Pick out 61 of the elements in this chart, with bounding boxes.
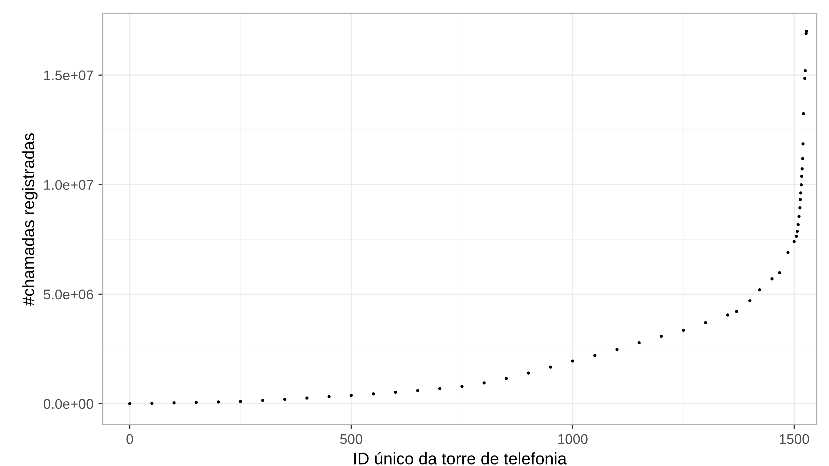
- point: [799, 198, 802, 202]
- point: [394, 391, 398, 394]
- point: [172, 402, 176, 405]
- point: [758, 288, 762, 292]
- point: [802, 112, 806, 116]
- point: [800, 168, 804, 171]
- point: [128, 402, 132, 406]
- point: [804, 69, 808, 73]
- point: [616, 348, 619, 352]
- point: [796, 223, 800, 227]
- point: [150, 402, 154, 406]
- point: [372, 392, 376, 396]
- point: [735, 310, 738, 314]
- y-tick-label: 1.5e+07: [44, 70, 94, 81]
- point: [217, 400, 220, 404]
- point: [504, 377, 508, 380]
- point: [594, 354, 597, 358]
- x-tick-label: 0: [126, 434, 134, 444]
- point: [795, 235, 798, 238]
- point: [800, 184, 804, 187]
- point: [549, 366, 552, 369]
- point: [704, 321, 708, 324]
- point: [802, 142, 805, 146]
- point: [638, 342, 641, 345]
- point: [803, 77, 807, 80]
- point: [805, 30, 808, 34]
- point: [800, 175, 804, 178]
- point: [460, 385, 464, 388]
- point: [660, 334, 664, 338]
- point: [306, 396, 309, 400]
- point: [194, 401, 198, 404]
- point: [798, 206, 802, 210]
- point: [778, 271, 782, 275]
- point: [283, 398, 287, 402]
- point: [527, 372, 530, 375]
- point: [416, 389, 420, 392]
- point: [682, 329, 686, 332]
- point: [726, 314, 730, 317]
- point: [748, 299, 752, 303]
- x-tick-label: 500: [340, 434, 363, 444]
- point: [801, 157, 804, 160]
- x-axis-title: ID único da torre de telefonia: [354, 452, 568, 465]
- point: [571, 360, 574, 363]
- point: [239, 400, 242, 404]
- y-tick-label: 5.0e+06: [44, 290, 94, 300]
- y-tick-label: 0.0e+00: [44, 399, 94, 410]
- point: [328, 395, 331, 399]
- y-axis-title: #chamadas registradas: [22, 133, 38, 306]
- point: [438, 387, 442, 390]
- point: [770, 278, 774, 281]
- point: [350, 394, 354, 398]
- point: [798, 215, 801, 218]
- point: [261, 399, 264, 402]
- x-tick-label: 1500: [780, 434, 810, 444]
- y-tick-label: 1.0e+07: [44, 180, 94, 190]
- point: [786, 251, 790, 254]
- point: [800, 192, 803, 195]
- point: [792, 240, 796, 244]
- point: [796, 230, 800, 234]
- point: [482, 382, 486, 385]
- x-tick-label: 1000: [558, 434, 588, 444]
